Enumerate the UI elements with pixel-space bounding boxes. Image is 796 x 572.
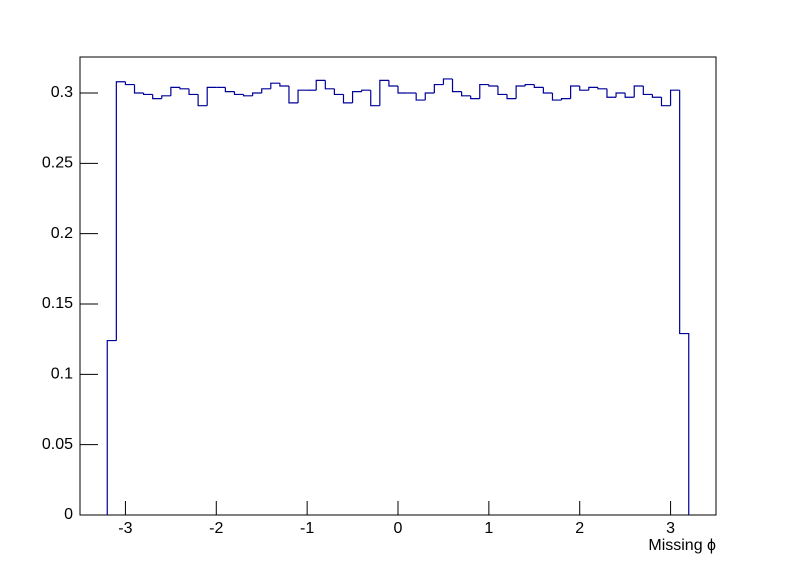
histogram-bin: [488, 84, 498, 87]
histogram-bin: [370, 90, 380, 107]
x-tick-label: 2: [575, 520, 584, 537]
histogram-bin: [579, 85, 589, 91]
y-tick-label: 0.05: [42, 436, 73, 453]
y-tick-label: 0.3: [51, 84, 73, 101]
x-tick-label: -3: [118, 520, 132, 537]
histogram-bin: [442, 78, 453, 85]
histogram-bin: [415, 93, 426, 101]
histogram-bin: [515, 85, 526, 99]
histogram-bin: [624, 93, 635, 98]
histogram-bin: [379, 79, 389, 106]
y-tick-label: 0.25: [42, 155, 73, 172]
histogram-bin: [397, 85, 408, 94]
histogram-bin: [233, 91, 244, 96]
histogram-bin: [606, 88, 617, 98]
histogram-bin: [324, 80, 335, 90]
histogram-bin: [615, 92, 626, 98]
histogram-bin: [361, 89, 371, 92]
histogram-bin: [270, 82, 280, 89]
histogram-bin: [297, 89, 308, 103]
histogram-bin: [206, 86, 217, 106]
x-tick-label: 3: [666, 520, 675, 537]
histogram-bin: [152, 94, 162, 100]
histogram-bin: [424, 92, 435, 101]
histogram-bin: [597, 87, 607, 90]
histogram-bin: [651, 94, 662, 98]
histogram-bin: [288, 85, 299, 104]
histogram-bin: [551, 93, 562, 101]
histogram-bin: [351, 91, 362, 103]
histogram-bin: [560, 98, 571, 101]
y-tick-label: 0.1: [51, 366, 73, 383]
histogram-bin: [669, 89, 680, 106]
histogram-bin: [542, 87, 553, 94]
histogram-bin: [261, 88, 271, 94]
histogram-bin: [679, 90, 690, 515]
histogram-bin: [333, 88, 344, 96]
plot-frame: [79, 56, 717, 516]
histogram-bin: [133, 84, 144, 94]
histogram-bin: [161, 95, 171, 99]
x-tick-label: -1: [300, 520, 314, 537]
histogram-bin: [315, 79, 326, 91]
histogram-bin: [451, 78, 462, 93]
histogram-bin: [170, 86, 180, 96]
histogram-bin: [342, 94, 353, 104]
histogram-bin: [279, 83, 289, 87]
histogram-bin: [106, 339, 117, 515]
histogram-bin: [242, 94, 253, 97]
histogram-bin: [506, 94, 517, 100]
histogram-bin: [388, 80, 398, 87]
histogram-bin: [588, 86, 598, 91]
x-axis-label: Missing ϕ: [648, 537, 716, 554]
x-tick-label: -2: [209, 520, 223, 537]
histogram-bin: [479, 83, 489, 99]
histogram-bin: [524, 83, 535, 86]
histogram-bin: [124, 81, 135, 86]
histogram-bin: [115, 81, 126, 341]
histogram-bin: [224, 87, 235, 93]
histogram-bin: [179, 87, 190, 90]
histogram-bin: [533, 84, 544, 88]
histogram-bin: [461, 91, 471, 97]
x-tick-label: 0: [394, 520, 403, 537]
histogram-bin: [570, 85, 580, 99]
x-tick-label: 1: [484, 520, 493, 537]
histogram-bin: [143, 93, 153, 96]
histogram-bin: [470, 95, 480, 100]
y-tick-label: 0.15: [42, 295, 73, 312]
histogram-bin: [433, 83, 444, 94]
histogram-bin: [188, 88, 199, 96]
y-tick-label: 0: [64, 506, 73, 523]
histogram-bin: [642, 85, 653, 96]
histogram-bin: [197, 94, 208, 107]
histogram-bin: [252, 92, 262, 96]
histogram-bin: [633, 85, 644, 98]
y-tick-label: 0.2: [51, 225, 73, 242]
histogram-bin: [660, 97, 671, 107]
histogram-bin: [497, 85, 508, 96]
